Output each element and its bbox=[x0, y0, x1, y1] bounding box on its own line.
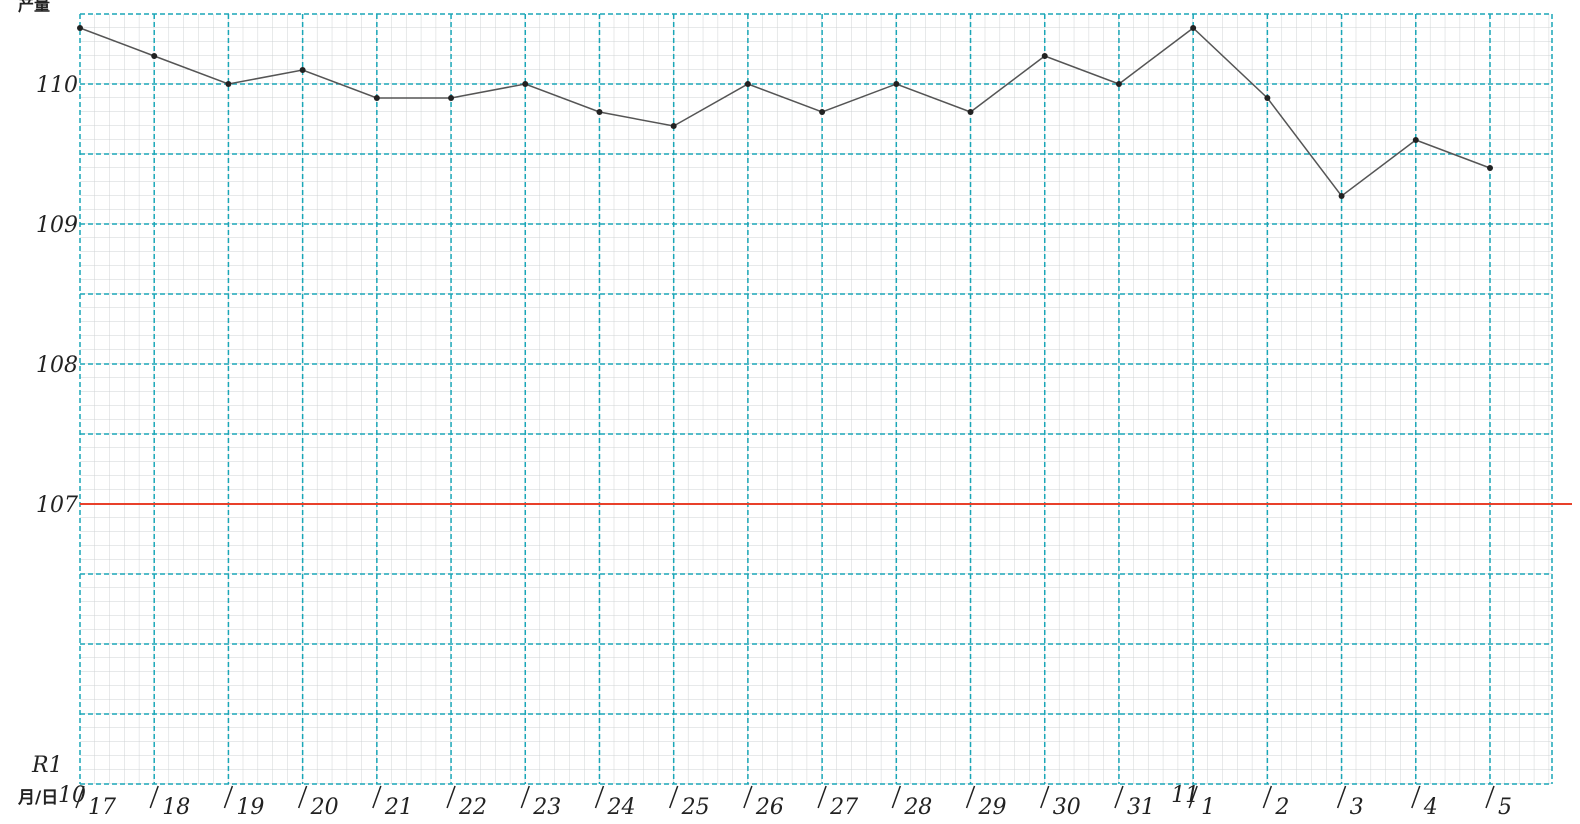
x-tick-slash bbox=[818, 786, 826, 808]
data-point bbox=[745, 81, 751, 87]
x-tick-label: 5 bbox=[1498, 795, 1512, 820]
x-tick-label: 20 bbox=[310, 795, 339, 820]
x-tick-slash bbox=[595, 786, 603, 808]
x-tick-label: 2 bbox=[1274, 795, 1289, 820]
x-tick-label: 30 bbox=[1053, 795, 1081, 820]
x-tick-label: 22 bbox=[458, 795, 487, 820]
x-tick-slash bbox=[1412, 786, 1420, 808]
data-point bbox=[1190, 25, 1196, 31]
chart: 产量 月/日 R1 107108109110171018192021222324… bbox=[0, 0, 1580, 824]
y-tick-label: 109 bbox=[36, 213, 78, 238]
x-tick-slash bbox=[1263, 786, 1271, 808]
x-tick-label: 3 bbox=[1350, 795, 1364, 820]
x-tick-label: 17 bbox=[88, 795, 116, 820]
x-tick-label: 24 bbox=[606, 795, 635, 820]
data-point bbox=[596, 109, 602, 115]
x-tick-slash bbox=[1115, 786, 1123, 808]
x-tick-slash bbox=[1486, 786, 1494, 808]
x-tick-label: 18 bbox=[162, 795, 190, 820]
data-point bbox=[1264, 95, 1270, 101]
x-tick-slash bbox=[967, 786, 975, 808]
x-tick-slash bbox=[447, 786, 455, 808]
x-tick-slash bbox=[670, 786, 678, 808]
x-tick-label: 31 bbox=[1127, 795, 1155, 820]
x-tick-slash bbox=[892, 786, 900, 808]
data-point bbox=[151, 53, 157, 59]
x-tick-slash bbox=[1338, 786, 1346, 808]
data-point bbox=[1042, 53, 1048, 59]
x-tick-slash bbox=[521, 786, 529, 808]
y-axis-label: 产量 bbox=[18, 0, 50, 15]
x-axis-label: 月/日 bbox=[17, 788, 58, 808]
data-point bbox=[300, 67, 306, 73]
x-tick-label: 29 bbox=[978, 795, 1007, 820]
data-point bbox=[225, 81, 231, 87]
graph-paper bbox=[80, 14, 1552, 784]
month-label: 11 bbox=[1171, 783, 1199, 808]
x-tick-label: 25 bbox=[681, 795, 710, 820]
annotation: R1 bbox=[31, 753, 63, 778]
x-tick-slash bbox=[150, 786, 158, 808]
x-tick-label: 26 bbox=[755, 795, 784, 820]
x-tick-label: 1 bbox=[1201, 795, 1215, 820]
data-point bbox=[1339, 193, 1345, 199]
data-point bbox=[522, 81, 528, 87]
data-point bbox=[819, 109, 825, 115]
y-tick-label: 108 bbox=[36, 353, 78, 378]
data-point bbox=[1116, 81, 1122, 87]
x-tick-label: 4 bbox=[1423, 795, 1438, 820]
data-point bbox=[1413, 137, 1419, 143]
data-point bbox=[671, 123, 677, 129]
data-point bbox=[448, 95, 454, 101]
x-tick-label: 27 bbox=[829, 795, 858, 820]
x-tick-slash bbox=[373, 786, 381, 808]
x-tick-label: 19 bbox=[236, 795, 264, 820]
x-tick-label: 21 bbox=[384, 795, 413, 820]
data-point bbox=[1487, 165, 1493, 171]
data-point bbox=[374, 95, 380, 101]
y-tick-label: 110 bbox=[36, 73, 78, 98]
x-tick-slash bbox=[744, 786, 752, 808]
data-point bbox=[77, 25, 83, 31]
month-label: 10 bbox=[58, 783, 86, 808]
data-point bbox=[968, 109, 974, 115]
x-tick-slash bbox=[1041, 786, 1049, 808]
x-tick-label: 28 bbox=[903, 795, 932, 820]
x-tick-slash bbox=[224, 786, 232, 808]
data-point bbox=[893, 81, 899, 87]
x-tick-slash bbox=[299, 786, 307, 808]
x-tick-label: 23 bbox=[532, 795, 561, 820]
y-tick-label: 107 bbox=[36, 493, 78, 518]
